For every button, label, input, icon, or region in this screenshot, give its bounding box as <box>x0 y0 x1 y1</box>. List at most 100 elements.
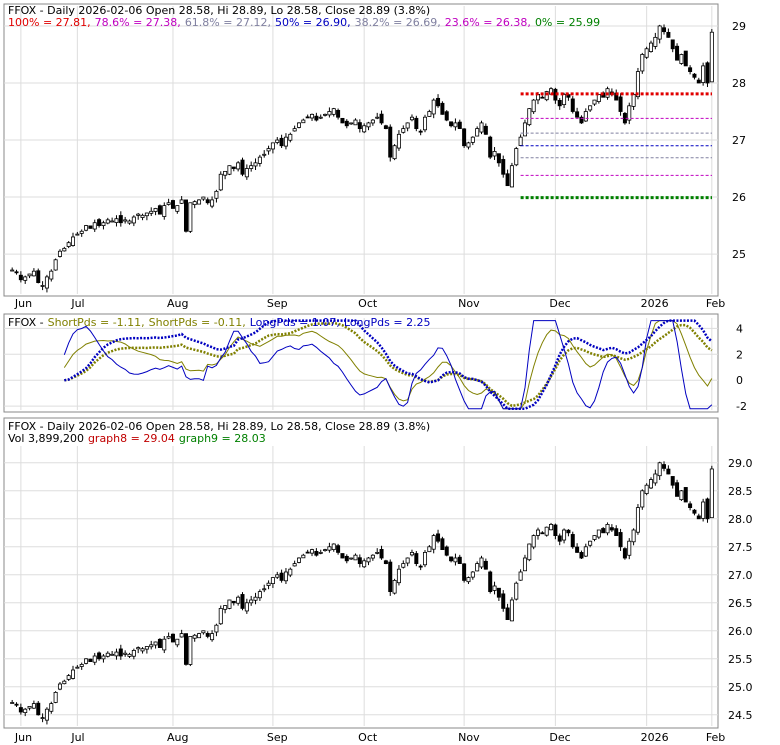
lower-panel-frame <box>3 417 719 729</box>
lower-body <box>92 655 97 663</box>
y-tick-osc-1: 0 <box>736 374 743 387</box>
oscillator-lines <box>63 319 713 410</box>
candle-body <box>127 220 132 224</box>
osc-legend-prefix: FFOX - <box>8 316 44 329</box>
candle-body <box>253 162 258 167</box>
lower-body <box>522 557 527 572</box>
candle-body <box>110 220 115 223</box>
lower-body <box>488 571 493 592</box>
lower-body <box>275 574 280 578</box>
candle-body <box>501 159 506 175</box>
osc-legend-item-3: LongPds = 2.25 <box>344 316 431 329</box>
lower-body <box>336 545 341 553</box>
y-tick-osc-3: 4 <box>736 322 743 335</box>
x-tick-top-8: Feb <box>706 297 725 310</box>
candle-body <box>405 122 410 129</box>
candle-body <box>62 247 67 252</box>
candle-body <box>640 54 645 72</box>
lower-body <box>79 664 84 667</box>
lower-body <box>588 540 593 546</box>
lower-body <box>640 490 645 508</box>
osc-longpds-1 <box>63 320 713 410</box>
lower-body <box>75 666 80 669</box>
candle-body <box>23 276 28 281</box>
candle-body <box>136 213 141 216</box>
x-tick-low-2: Aug <box>167 731 188 744</box>
lower-body <box>483 560 488 570</box>
lower-body <box>88 658 93 663</box>
candle-body <box>657 25 662 40</box>
candle-body <box>470 136 475 143</box>
lower-body <box>101 655 106 660</box>
lower-body <box>97 652 102 660</box>
candle-body <box>114 218 119 223</box>
lower-body <box>110 653 115 656</box>
candle-body <box>88 225 93 229</box>
candle-body <box>288 133 293 141</box>
lower-body <box>696 515 701 520</box>
lower-body <box>449 556 454 562</box>
lower-body <box>648 479 653 489</box>
fib-legend-item-3: 50% = 26.90, <box>275 16 351 29</box>
lower-body <box>622 548 627 559</box>
lower-body <box>53 692 58 703</box>
candle-body <box>118 215 123 224</box>
lower-body <box>566 529 571 534</box>
lower-body <box>188 636 193 665</box>
lower-body <box>205 633 210 637</box>
lower-body <box>518 571 523 581</box>
candle-body <box>53 259 58 271</box>
candle-body <box>570 98 575 112</box>
lower-body <box>562 529 567 541</box>
candle-body <box>436 97 441 107</box>
candle-body <box>36 270 41 283</box>
lower-body <box>197 633 202 639</box>
lower-body <box>270 577 275 585</box>
lower-body <box>62 680 67 685</box>
lower-body <box>392 580 397 594</box>
lower-body <box>709 468 714 519</box>
candle-body <box>71 236 76 246</box>
x-tick-low-1: Jul <box>70 731 84 744</box>
lower-body <box>475 563 480 572</box>
candle-body <box>179 199 184 204</box>
lower-body <box>105 652 110 657</box>
candle-body <box>675 45 680 61</box>
candle-body <box>370 119 375 124</box>
lower-body <box>127 653 132 657</box>
lower-body <box>401 563 406 568</box>
candle-body <box>392 145 397 160</box>
candle-body <box>479 122 484 133</box>
candle-body <box>388 126 393 158</box>
lower-body <box>614 528 619 537</box>
candle-body <box>218 173 223 191</box>
candle-body <box>205 199 210 204</box>
x-tick-low-4: Oct <box>358 731 378 744</box>
lower-body <box>553 524 558 536</box>
y-tick-top-1: 26 <box>732 191 746 204</box>
fib-legend-item-1: 78.6% = 27.38, <box>95 16 181 29</box>
lower-body <box>10 702 15 704</box>
lower-body <box>462 563 467 581</box>
lower-body <box>227 599 232 609</box>
candle-body <box>583 111 588 122</box>
lower-body <box>314 550 319 556</box>
x-tick-low-6: Dec <box>549 731 570 744</box>
candle-body <box>249 165 254 169</box>
x-tick-low-8: Feb <box>706 731 725 744</box>
lower-body <box>292 563 297 567</box>
fib-legend-item-5: 23.6% = 26.38, <box>445 16 531 29</box>
lower-body <box>214 624 219 633</box>
lower-body <box>514 582 519 600</box>
lower-body <box>249 599 254 604</box>
candle-body <box>192 201 197 205</box>
osc-legend-item-1: ShortPds = -0.11, <box>149 316 246 329</box>
candle-body <box>27 273 32 277</box>
lower-body <box>162 638 167 651</box>
candle-body <box>562 93 567 106</box>
lower-body <box>201 630 206 634</box>
lower-body <box>170 633 175 643</box>
candle-body <box>418 130 423 133</box>
candle-body <box>231 166 236 169</box>
y-tick-low-6: 27.5 <box>728 541 753 554</box>
